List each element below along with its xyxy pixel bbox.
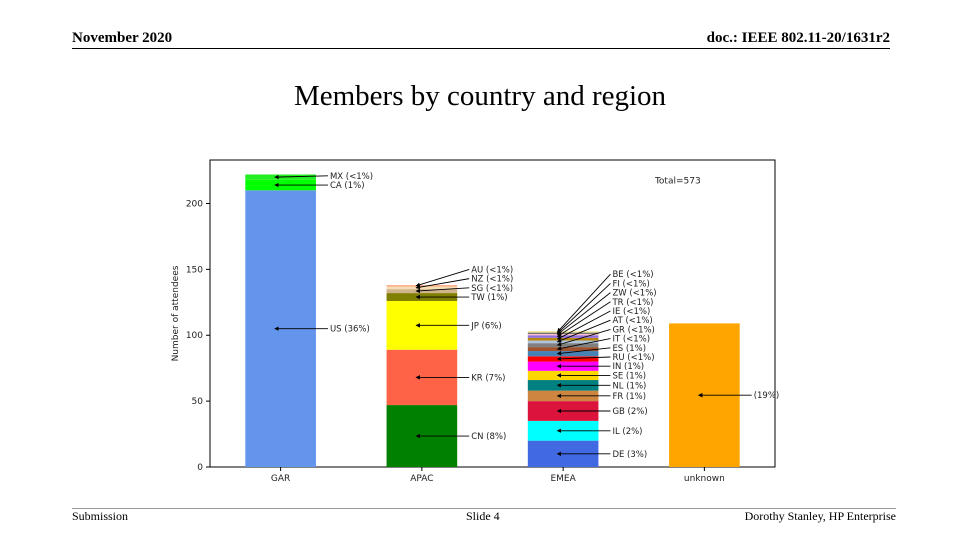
segment-arrow [556, 319, 611, 343]
stacked-bar-chart: 0 50 100 150 200 Number of attendees Total=573… [171, 159, 780, 484]
bar-segment-emea [527, 331, 599, 333]
bar-segment-emea [527, 351, 599, 357]
bar-segment-emea [527, 340, 599, 344]
segment-label: GB (2%) [612, 407, 647, 417]
bar-segment-apac [386, 285, 458, 287]
y-tick-label: 100 [186, 331, 203, 341]
x-tick-label: GAR [271, 474, 290, 484]
segment-label: KR (7%) [471, 373, 505, 383]
segment-arrow [556, 347, 611, 356]
segment-label: IL (2%) [612, 427, 642, 437]
segment-label: BE (<1%) [612, 270, 653, 280]
plot-frame [209, 159, 776, 468]
segment-label: CA (1%) [330, 181, 365, 191]
bar-segment-emea [527, 343, 599, 348]
segment-label: AU (<1%) [471, 265, 513, 275]
bar-segment-apac [386, 286, 458, 290]
segment-label: IN (1%) [612, 362, 644, 372]
segment-arrow [556, 356, 611, 362]
header-divider [72, 48, 890, 49]
segment-label: SG (<1%) [471, 284, 513, 294]
header-doc-id: doc.: IEEE 802.11-20/1631r2 [706, 30, 890, 46]
footer-slide-number: Slide 4 [466, 509, 500, 523]
segment-label: IE (<1%) [612, 307, 650, 317]
segment-arrow [556, 273, 611, 333]
segment-label: US (36%) [330, 325, 370, 335]
segment-arrow [556, 301, 611, 337]
segment-label: (19%) [754, 391, 780, 401]
footer-submission: Submission [72, 509, 129, 523]
segment-arrow [415, 269, 470, 287]
segment-label: IT (<1%) [612, 335, 650, 345]
footer-author: Dorothy Stanley, HP Enterprise [744, 509, 896, 523]
segment-arrow [415, 278, 470, 290]
y-axis-label: Number of attendees [171, 265, 181, 361]
segment-arrow [556, 310, 611, 340]
segment-arrow [274, 174, 328, 180]
slide-title: Members by country and region [293, 80, 667, 112]
segment-label: TR (<1%) [611, 298, 653, 308]
y-tick-label: 0 [197, 463, 203, 473]
segment-label: MX (<1%) [330, 172, 373, 182]
segment-label: ZW (<1%) [612, 289, 656, 299]
segment-label: SE (1%) [612, 371, 646, 381]
x-tick-label: EMEA [550, 474, 576, 484]
header-date: November 2020 [72, 30, 173, 46]
bar-segment-emea [527, 347, 599, 352]
segment-label: GR (<1%) [612, 325, 654, 335]
segment-label: CN (8%) [471, 432, 506, 442]
segment-arrow [556, 328, 611, 347]
segment-label: DE (3%) [612, 450, 647, 460]
segment-arrow [415, 287, 470, 294]
total-annotation: Total=573 [654, 177, 701, 187]
x-tick-label: unknown [684, 474, 725, 484]
segment-label: AT (<1%) [612, 316, 652, 326]
y-tick-label: 50 [192, 397, 204, 407]
segment-label: TW (1%) [470, 293, 507, 303]
bar-segment-emea [527, 333, 599, 336]
y-tick-label: 150 [186, 265, 203, 275]
footer-divider [72, 508, 896, 509]
segment-arrow [556, 338, 611, 351]
segment-label: NL (1%) [612, 381, 646, 391]
x-tick-label: APAC [410, 474, 433, 484]
segment-label: JP (6%) [470, 321, 501, 331]
segment-label: FI (<1%) [612, 279, 649, 289]
segment-label: RU (<1%) [612, 353, 654, 363]
segment-label: ES (1%) [612, 344, 646, 354]
segment-label: NZ (<1%) [471, 275, 513, 285]
segment-arrow [556, 292, 611, 336]
segment-arrow [556, 283, 611, 334]
y-tick-label: 200 [186, 199, 203, 209]
segment-label: FR (1%) [612, 392, 646, 402]
